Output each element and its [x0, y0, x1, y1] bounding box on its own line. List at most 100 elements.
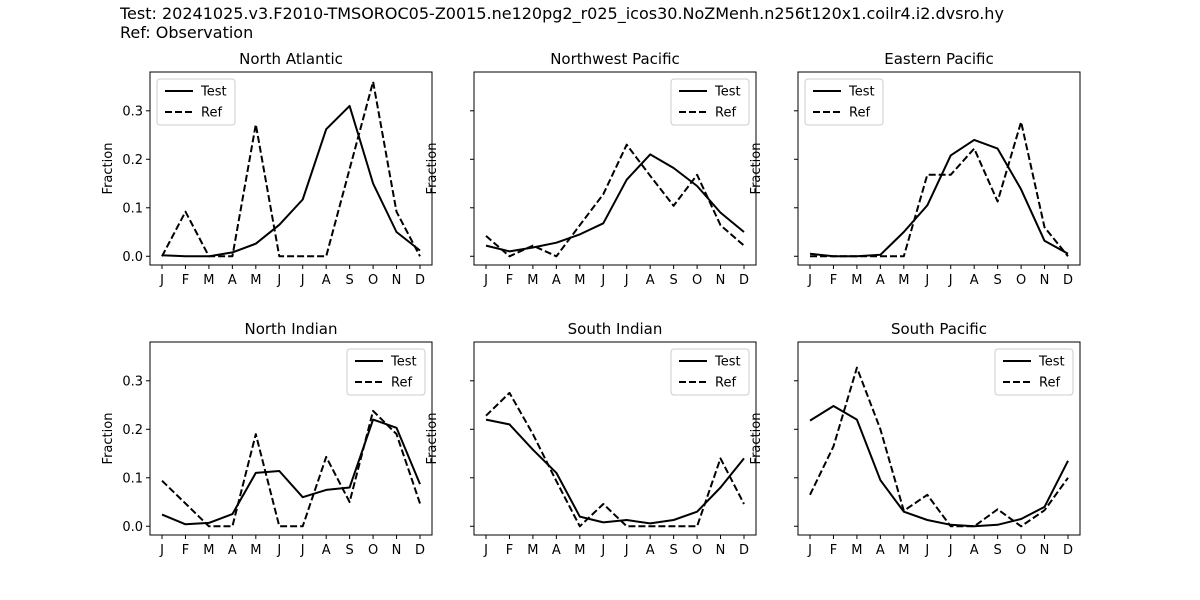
- x-tick-label: J: [924, 273, 929, 288]
- x-tick-label: S: [346, 543, 354, 558]
- panel-title: South Indian: [568, 320, 663, 338]
- panel-title: North Atlantic: [239, 50, 343, 68]
- y-axis-label: Fraction: [749, 413, 764, 465]
- plot-frame: [797, 341, 1081, 536]
- series-line-test: [485, 153, 745, 253]
- legend-label-ref: Ref: [201, 106, 222, 121]
- figure-test-label: Test: 20241025.v3.F2010-TMSOROC05-Z0015.…: [120, 4, 1004, 23]
- x-tick-label: M: [574, 273, 585, 288]
- legend-label-test: Test: [714, 355, 741, 370]
- x-tick-label: F: [506, 273, 513, 288]
- legend: Test Ref: [670, 78, 750, 126]
- x-tick-label: N: [716, 543, 726, 558]
- x-tick-label: N: [392, 273, 402, 288]
- x-tick-label: J: [300, 273, 305, 288]
- y-axis-label: Fraction: [425, 143, 440, 195]
- x-tick-label: A: [322, 543, 331, 558]
- y-tick-label: 0.2: [122, 153, 143, 168]
- x-tick-label: O: [1016, 273, 1026, 288]
- x-tick-label: M: [898, 543, 909, 558]
- legend-label-ref: Ref: [715, 376, 736, 391]
- x-tick-label: M: [250, 273, 261, 288]
- x-tick-label: S: [670, 543, 678, 558]
- series-line-ref: [485, 391, 745, 528]
- x-tick-label: O: [692, 543, 702, 558]
- y-tick-label: 0.0: [122, 250, 143, 265]
- x-tick-label: J: [624, 543, 629, 558]
- panel-title: South Pacific: [891, 320, 987, 338]
- legend-label-test: Test: [848, 85, 875, 100]
- x-tick-label: A: [876, 543, 885, 558]
- plot-frame: [473, 341, 757, 536]
- x-tick-label: J: [483, 543, 488, 558]
- x-tick-label: D: [415, 543, 425, 558]
- legend-label-ref: Ref: [1039, 376, 1060, 391]
- legend-label-ref: Ref: [715, 106, 736, 121]
- x-tick-label: A: [970, 543, 979, 558]
- y-axis-label: Fraction: [101, 143, 116, 195]
- x-tick-label: A: [552, 543, 561, 558]
- x-tick-label: N: [716, 273, 726, 288]
- x-tick-label: J: [159, 273, 164, 288]
- x-tick-label: J: [924, 543, 929, 558]
- x-tick-label: M: [527, 543, 538, 558]
- x-tick-label: D: [739, 273, 749, 288]
- legend: Test Ref: [670, 348, 750, 396]
- x-tick-label: M: [574, 543, 585, 558]
- x-tick-label: F: [506, 543, 513, 558]
- legend-label-test: Test: [390, 355, 417, 370]
- series-line-ref: [161, 80, 421, 258]
- y-tick-label: 0.2: [122, 423, 143, 438]
- x-tick-label: J: [483, 273, 488, 288]
- panel-title: Northwest Pacific: [550, 50, 680, 68]
- series-line-test: [809, 405, 1069, 528]
- x-tick-label: M: [203, 543, 214, 558]
- legend-label-test: Test: [200, 85, 227, 100]
- x-tick-label: F: [182, 543, 189, 558]
- legend-label-ref: Ref: [391, 376, 412, 391]
- x-tick-label: F: [830, 273, 837, 288]
- series-line-test: [161, 418, 421, 526]
- legend: Test Ref: [804, 78, 884, 126]
- x-tick-label: A: [228, 273, 237, 288]
- x-tick-label: M: [250, 543, 261, 558]
- plot-frame: [473, 71, 757, 266]
- series-line-ref: [161, 409, 421, 528]
- x-tick-label: O: [368, 543, 378, 558]
- panel-title: Eastern Pacific: [884, 50, 993, 68]
- x-tick-label: M: [851, 273, 862, 288]
- x-tick-label: J: [276, 543, 281, 558]
- series-line-ref: [809, 366, 1069, 528]
- x-tick-label: F: [182, 273, 189, 288]
- x-tick-label: D: [739, 543, 749, 558]
- x-tick-label: N: [392, 543, 402, 558]
- x-tick-label: A: [552, 273, 561, 288]
- x-tick-label: S: [670, 273, 678, 288]
- legend-label-test: Test: [714, 85, 741, 100]
- x-tick-label: S: [994, 273, 1002, 288]
- series-line-ref: [810, 120, 1069, 258]
- plot-frame: [149, 71, 433, 266]
- plot-frame: [797, 71, 1081, 266]
- x-tick-label: O: [692, 273, 702, 288]
- y-tick-label: 0.3: [122, 374, 143, 389]
- x-tick-label: M: [203, 273, 214, 288]
- x-tick-label: J: [624, 273, 629, 288]
- x-tick-label: A: [646, 543, 655, 558]
- x-tick-label: N: [1040, 543, 1050, 558]
- x-tick-label: J: [276, 273, 281, 288]
- x-tick-label: N: [1040, 273, 1050, 288]
- plot-frame: [149, 341, 433, 536]
- y-tick-label: 0.0: [122, 520, 143, 535]
- x-tick-label: S: [346, 273, 354, 288]
- x-tick-label: J: [600, 273, 605, 288]
- x-tick-label: S: [994, 543, 1002, 558]
- x-tick-label: J: [600, 543, 605, 558]
- series-line-ref: [485, 143, 745, 258]
- x-tick-label: D: [1063, 273, 1073, 288]
